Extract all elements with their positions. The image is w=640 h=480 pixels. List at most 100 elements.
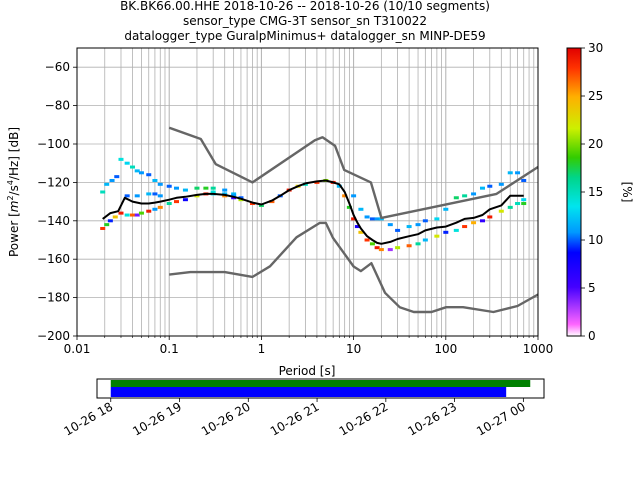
y-tick-label: −180 — [37, 291, 70, 305]
y-label-tail: /Hz] [dB] — [7, 127, 21, 180]
x-tick-label: 0.1 — [160, 342, 179, 356]
y-axis-label: Power [m2/s4/Hz] [dB] — [6, 127, 21, 257]
density-cell — [152, 178, 158, 182]
density-cell — [507, 171, 513, 175]
x-axis-label: Period [s] — [279, 364, 336, 378]
density-cell — [157, 194, 163, 198]
figure-title-line-2: sensor_type CMG-3T sensor_sn T310022 — [183, 14, 427, 28]
density-cell — [443, 207, 449, 211]
density-cell — [374, 246, 380, 250]
density-cell — [471, 192, 477, 196]
psd-plot: 0.01 0.1 1 10 100 1000 −200 −180 −160 −140 −120 −1… — [6, 47, 553, 378]
y-label-main: Power [ — [7, 212, 21, 257]
density-cell — [453, 228, 459, 232]
density-cell — [118, 211, 124, 215]
y-tick-label: −120 — [37, 175, 70, 189]
density-cell — [112, 215, 118, 219]
density-cell — [138, 211, 144, 215]
coverage-tick-label: 10-26 19 — [130, 399, 184, 438]
coverage-ticks: 10-26 18 10-26 19 10-26 20 10-26 21 10-26 22… — [62, 398, 528, 439]
density-cell — [515, 202, 521, 206]
density-cell — [422, 238, 428, 242]
density-cell — [387, 248, 393, 252]
density-cell — [487, 215, 493, 219]
density-cell — [462, 194, 468, 198]
density-cell — [146, 173, 152, 177]
density-cell — [124, 161, 130, 165]
density-cell — [203, 186, 209, 190]
colorbar-tick-label: 0 — [588, 329, 596, 343]
y-tick-label: −200 — [37, 329, 70, 343]
density-cell — [471, 221, 477, 225]
density-cell — [104, 182, 110, 186]
density-cell — [387, 223, 393, 227]
density-cell — [487, 184, 493, 188]
colorbar: 0 5 10 15 20 25 30 [%] — [566, 41, 634, 343]
density-cell — [210, 186, 216, 190]
x-tick-label: 10 — [346, 342, 361, 356]
density-cell — [507, 205, 513, 209]
density-cell — [231, 192, 237, 196]
density-cell — [462, 225, 468, 229]
density-cell — [174, 186, 180, 190]
density-cell — [369, 217, 375, 221]
y-label-m: m — [7, 201, 21, 213]
density-cell — [157, 205, 163, 209]
y-label-exp4: 4 — [6, 180, 15, 185]
density-cell — [118, 157, 124, 161]
density-cell — [146, 209, 152, 213]
density-cell — [351, 194, 357, 198]
density-cell — [100, 190, 106, 194]
density-cell — [346, 205, 352, 209]
colorbar-tick-label: 10 — [588, 233, 603, 247]
density-cell — [498, 182, 504, 186]
density-cell — [453, 196, 459, 200]
density-cell — [124, 194, 130, 198]
density-cell — [100, 226, 106, 230]
density-cell — [182, 188, 188, 192]
density-cell — [479, 219, 485, 223]
coverage-bar-psd — [110, 387, 507, 397]
density-cell — [395, 246, 401, 250]
coverage-frame — [96, 378, 545, 399]
density-cell — [354, 225, 360, 229]
coverage-tick-label: 10-26 21 — [268, 399, 322, 438]
density-cell — [364, 238, 370, 242]
plot-frame — [76, 47, 539, 337]
density-cell — [443, 230, 449, 234]
density-cell — [134, 169, 140, 173]
density-cell — [395, 228, 401, 232]
density-cell — [124, 213, 130, 217]
density-cell — [194, 186, 200, 190]
curve-nlnm — [169, 221, 539, 314]
x-tick-label: 100 — [434, 342, 457, 356]
density-cell — [336, 184, 342, 188]
density-cell — [104, 223, 110, 227]
density-cell — [146, 192, 152, 196]
density-cell — [152, 192, 158, 196]
density-cell — [515, 171, 521, 175]
density-cell — [479, 186, 485, 190]
coverage-tick-label: 10-27 00 — [474, 399, 528, 438]
density-cell — [166, 202, 172, 206]
density-cell — [378, 248, 384, 252]
density-cell — [130, 213, 136, 217]
density-cell — [130, 165, 136, 169]
y-tick-label: −100 — [37, 137, 70, 151]
figure-title-line-1: BK.BK66.00.HHE 2018-10-26 -- 2018-10-26 … — [120, 0, 490, 13]
density-cell — [107, 219, 113, 223]
density-cell — [138, 171, 144, 175]
colorbar-tick-label: 20 — [588, 137, 603, 151]
colorbar-tick-label: 25 — [588, 89, 603, 103]
density-cell — [174, 200, 180, 204]
y-tick-label: −60 — [45, 60, 70, 74]
density-cell — [351, 217, 357, 221]
density-cell — [434, 234, 440, 238]
colorbar-gradient — [566, 47, 582, 337]
y-ticks: −200 −180 −160 −140 −120 −100 −80 −60 — [37, 60, 77, 343]
colorbar-label: [%] — [620, 182, 634, 203]
colorbar-tick-label: 15 — [588, 185, 603, 199]
colorbar-tick-label: 30 — [588, 41, 603, 55]
density-cell — [364, 215, 370, 219]
x-tick-label: 0.01 — [64, 342, 91, 356]
